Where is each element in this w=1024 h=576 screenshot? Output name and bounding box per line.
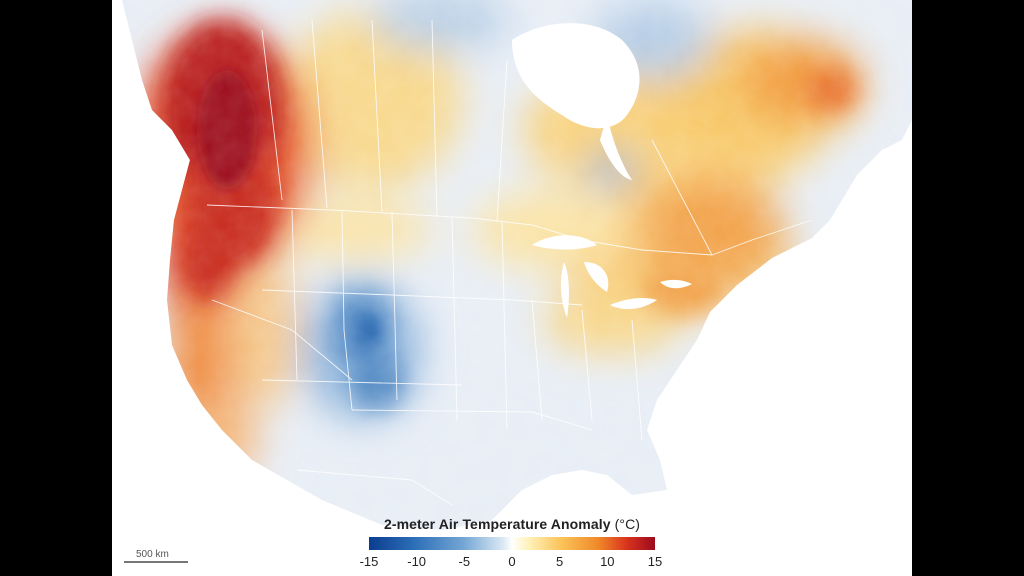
legend-ticks: -15 -10 -5 0 5 10 15 <box>369 554 655 570</box>
legend-tick: 5 <box>556 554 563 569</box>
legend-unit: (°C) <box>615 516 640 532</box>
legend-title: 2-meter Air Temperature Anomaly (°C) <box>352 516 672 532</box>
legend-tick: 10 <box>600 554 614 569</box>
legend-title-text: 2-meter Air Temperature Anomaly <box>384 516 611 532</box>
legend-tick: 15 <box>648 554 662 569</box>
legend-tick: 0 <box>508 554 515 569</box>
scale-bar: 500 km <box>124 549 190 569</box>
color-legend: 2-meter Air Temperature Anomaly (°C) -15… <box>352 516 672 572</box>
scale-bar-line <box>124 561 188 563</box>
map-frame: 2-meter Air Temperature Anomaly (°C) -15… <box>112 0 912 576</box>
scale-bar-label: 500 km <box>136 549 169 560</box>
temperature-anomaly-map <box>112 0 912 576</box>
legend-tick: -5 <box>459 554 471 569</box>
legend-color-bar <box>369 537 655 550</box>
legend-tick: -10 <box>407 554 426 569</box>
legend-tick: -15 <box>360 554 379 569</box>
